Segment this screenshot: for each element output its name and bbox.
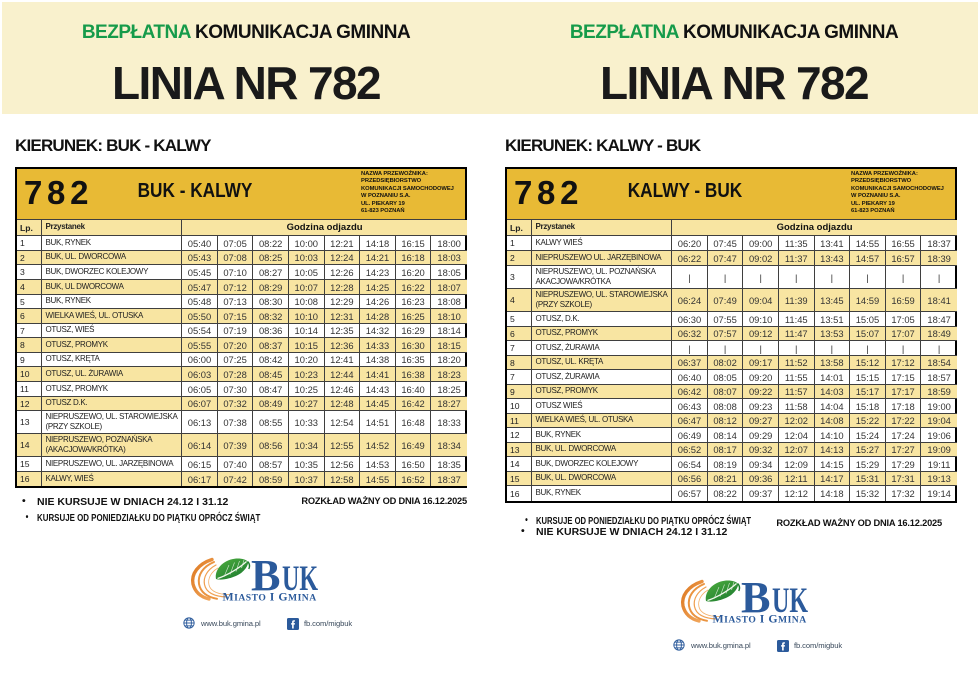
svg-text:MIASTO I GMINA: MIASTO I GMINA [713,611,807,625]
svg-text:UK: UK [772,580,808,620]
svg-text:B: B [741,575,771,622]
svg-text:UK: UK [282,558,318,598]
svg-text:B: B [251,553,281,600]
svg-text:MIASTO I GMINA: MIASTO I GMINA [223,589,317,603]
